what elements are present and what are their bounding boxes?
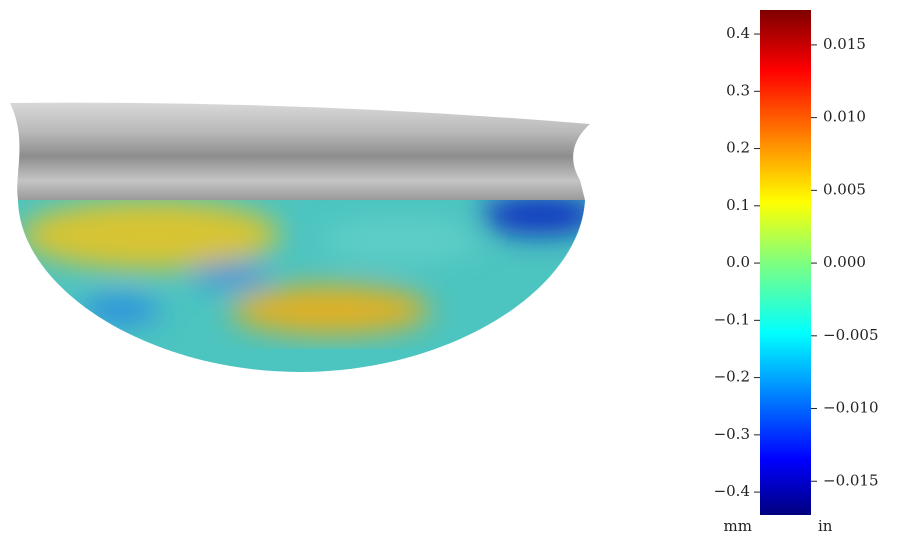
y2-tick-label: 0.000 (823, 253, 866, 271)
y-tick-label: −0.4 (714, 482, 750, 500)
y-tick-label: −0.2 (714, 368, 750, 386)
y-tick-label: 0.1 (726, 196, 750, 214)
y-axis-label: mm (724, 517, 752, 535)
y2-tick-label: 0.010 (823, 108, 866, 126)
y-tick-label: 0.3 (726, 81, 750, 99)
y2-axis-label: in (818, 517, 833, 535)
y-tick-label: 0.0 (726, 253, 750, 271)
y-tick-label: 0.2 (726, 139, 750, 157)
y2-tick-label: 0.015 (823, 35, 866, 53)
y2-tick-label: −0.010 (823, 399, 879, 417)
colorbar (760, 10, 811, 515)
y-tick-label: −0.3 (714, 425, 750, 443)
y-tick-label: −0.1 (714, 310, 750, 328)
y2-tick-label: −0.005 (823, 326, 879, 344)
y2-tick-label: 0.005 (823, 180, 866, 198)
bowl-render (10, 102, 590, 372)
y2-tick-label: −0.015 (823, 471, 879, 489)
y-tick-label: 0.4 (726, 24, 750, 42)
